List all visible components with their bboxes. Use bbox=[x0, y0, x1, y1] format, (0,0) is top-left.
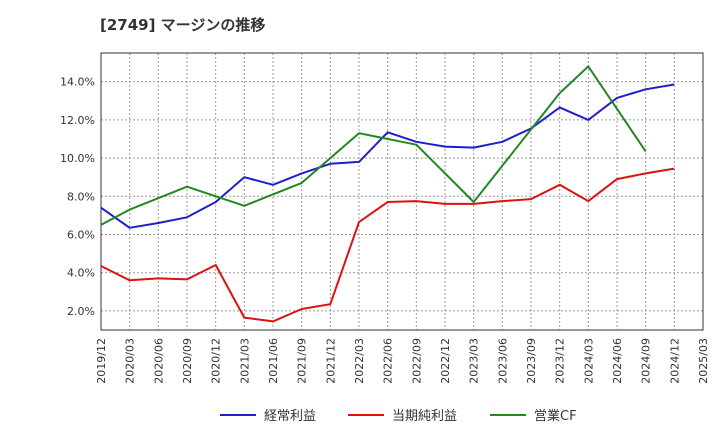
x-tick-label: 2022/12 bbox=[439, 338, 452, 384]
x-tick-label: 2023/09 bbox=[525, 338, 538, 384]
x-tick-label: 2024/09 bbox=[640, 338, 653, 384]
plot-area-border bbox=[100, 52, 704, 331]
legend: 経常利益 当期純利益 営業CF bbox=[220, 408, 577, 424]
legend-label: 経常利益 bbox=[264, 409, 316, 424]
y-tick-label: 8.0% bbox=[67, 190, 95, 203]
x-tick-label: 2022/06 bbox=[382, 338, 395, 384]
x-tick-label: 2023/06 bbox=[496, 338, 509, 384]
y-tick-label: 14.0% bbox=[60, 76, 95, 89]
x-tick-label: 2020/09 bbox=[181, 338, 194, 384]
legend-label: 当期純利益 bbox=[392, 409, 457, 424]
chart-title: [2749] マージンの推移 bbox=[100, 16, 265, 34]
x-tick-label: 2022/03 bbox=[353, 338, 366, 384]
y-axis: 2.0% 4.0% 6.0% 8.0% 10.0% 12.0% 14.0% bbox=[60, 76, 95, 318]
x-tick-label: 2021/06 bbox=[267, 338, 280, 384]
x-tick-label: 2020/06 bbox=[152, 338, 165, 384]
x-tick-label: 2025/03 bbox=[697, 338, 710, 384]
grid-lines bbox=[100, 53, 704, 330]
y-tick-label: 6.0% bbox=[67, 228, 95, 241]
series-line-2 bbox=[100, 167, 675, 323]
y-tick-label: 2.0% bbox=[67, 305, 95, 318]
series-line-1 bbox=[100, 83, 675, 229]
x-tick-label: 2019/12 bbox=[95, 338, 108, 384]
x-tick-label: 2021/03 bbox=[238, 338, 251, 384]
x-tick-label: 2021/09 bbox=[296, 338, 309, 384]
series-lines bbox=[100, 65, 675, 323]
y-tick-label: 12.0% bbox=[60, 114, 95, 127]
x-tick-label: 2022/09 bbox=[410, 338, 423, 384]
x-tick-label: 2024/03 bbox=[582, 338, 595, 384]
x-tick-label: 2023/03 bbox=[468, 338, 481, 384]
legend-label: 営業CF bbox=[534, 408, 577, 424]
x-tick-label: 2021/12 bbox=[324, 338, 337, 384]
y-tick-label: 10.0% bbox=[60, 152, 95, 165]
x-tick-label: 2023/12 bbox=[554, 338, 567, 384]
x-axis: 2019/12 2020/03 2020/06 2020/09 2020/12 2021/… bbox=[95, 338, 710, 384]
x-tick-label: 2024/12 bbox=[668, 338, 681, 384]
x-tick-label: 2020/12 bbox=[210, 338, 223, 384]
series-line-3 bbox=[100, 65, 647, 226]
x-tick-label: 2020/03 bbox=[124, 338, 137, 384]
y-tick-label: 4.0% bbox=[67, 267, 95, 280]
x-tick-label: 2024/06 bbox=[611, 338, 624, 384]
